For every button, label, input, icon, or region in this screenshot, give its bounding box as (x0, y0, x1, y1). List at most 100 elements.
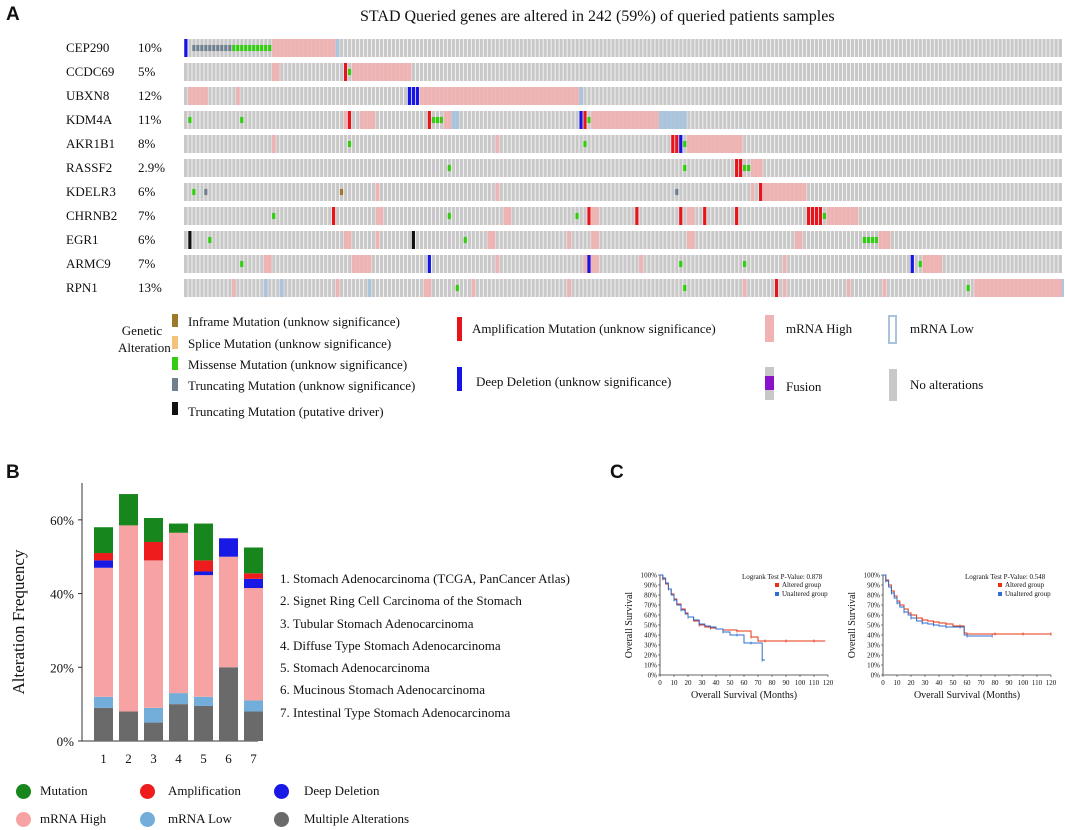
oncoprint-mrna-high-cell (638, 255, 643, 273)
oncoprint-del-cell (587, 255, 591, 273)
amplification-swatch (457, 317, 462, 341)
survival-plot-1: 0% 10% 20% 30% 40% 50% 60% 70% 80% 90% 100% 0 10 20 30… (624, 572, 834, 702)
km-x-tick-label: 30 (699, 679, 707, 687)
oncoprint-missense-cell (188, 116, 192, 124)
oncoprint-missense-cell (347, 140, 352, 148)
oncoprint-mrna-high-cell (591, 207, 600, 225)
cohort-5: 5. Stomach Adenocarcinoma (280, 660, 430, 676)
bar-segment-mutation (244, 547, 263, 574)
gene-name-akr1b1: AKR1B1 (66, 136, 116, 151)
cohort-3: 3. Tubular Stomach Adenocarcinoma (280, 615, 474, 631)
oncoprint-mrna-low-cell (1062, 279, 1064, 297)
bar-segment-mrna-high (119, 525, 138, 712)
bar-segment-multiple-alterations (144, 722, 163, 741)
km-x-tick-label: 110 (809, 679, 820, 687)
oncoprint-missense-cell (248, 44, 252, 52)
bar-segment-amplification (194, 560, 213, 572)
bar-segment-amplification (94, 553, 113, 561)
oncoprint-amp-cell (810, 207, 815, 225)
bar-segment-deep-deletion (244, 578, 263, 589)
oncoprint-mrna-high-cell (271, 135, 276, 153)
truncating-driver-label: Truncating Mutation (putative driver) (188, 404, 384, 419)
y-tick-label: 40% (50, 587, 74, 602)
oncoprint-amp-cell (735, 207, 739, 225)
oncoprint-title: STAD Queried genes are altered in 242 (5… (360, 8, 835, 25)
bar-segment-mrna-high (144, 560, 163, 708)
km-y-tick-label: 60% (644, 612, 657, 620)
oncoprint-missense-cell (463, 236, 467, 244)
multiple-alterations-dot (274, 812, 289, 827)
oncoprint-missense-cell (208, 236, 212, 244)
km-x-tick-label: 120 (823, 679, 834, 687)
bar-segment-mrna-high (94, 567, 113, 697)
oncoprint-trunc-cell (204, 188, 208, 196)
oncoprint-mrna-high-cell (567, 231, 572, 249)
oncoprint-missense-cell (683, 140, 687, 148)
oncoprint-missense-cell (918, 260, 922, 268)
oncoprint-amp-cell (347, 111, 352, 129)
km-x-tick-label: 90 (1006, 679, 1014, 687)
km-y-tick-label: 90% (867, 582, 880, 590)
oncoprint-missense-cell (192, 188, 196, 196)
oncoprint-mrna-high-cell (187, 87, 208, 105)
y-tick-label: 0% (57, 734, 75, 749)
oncoprint-mrna-high-cell (782, 255, 787, 273)
oncoprint-mrna-high-cell (591, 111, 659, 129)
oncoprint-mrna-high-cell (443, 111, 452, 129)
oncoprint-missense-cell (870, 236, 874, 244)
gene-alteration-pct: 5% (138, 64, 156, 79)
km-y-tick-label: 40% (867, 632, 880, 640)
bar-segment-mutation (144, 518, 163, 542)
oncoprint-trunc-cell (196, 44, 200, 52)
gene-name-chrnb2: CHRNB2 (66, 208, 118, 223)
oncoprint-mrna-high-cell (271, 39, 336, 57)
bar-segment-amplification (144, 541, 163, 561)
truncating-label: Truncating Mutation (unknow significance… (188, 378, 416, 393)
bar-segment-mrna-low (244, 700, 263, 712)
oncoprint-missense-cell (268, 44, 272, 52)
km-x-tick-label: 110 (1032, 679, 1043, 687)
oncoprint-missense-cell (256, 44, 260, 52)
km-legend-label-unaltered: Unaltered group (782, 590, 828, 598)
km-x-tick-label: 60 (964, 679, 972, 687)
oncoprint-del-cell (407, 87, 411, 105)
km-x-tick-label: 120 (1046, 679, 1057, 687)
oncoprint-mrna-high-cell (419, 87, 580, 105)
oncoprint-missense-cell (272, 212, 276, 220)
oncoprint-mrna-high-cell (882, 279, 887, 297)
mrna-high-swatch (765, 315, 774, 342)
km-x-axis-title: Overall Survival (Months) (914, 690, 1020, 701)
inframe-label: Inframe Mutation (unknow significance) (188, 314, 400, 329)
oncoprint-mrna-high-cell (343, 111, 348, 129)
km-legend-swatch-altered (998, 583, 1002, 587)
oncoprint-mrna-high-cell (487, 231, 496, 249)
km-y-axis-title: Overall Survival (624, 592, 635, 659)
cohort-7: 7. Intestinal Type Stomach Adenocarcinom… (280, 704, 511, 720)
cohort-4: 4. Diffuse Type Stomach Adenocarcinoma (280, 637, 501, 653)
oncoprint-amp-cell (735, 159, 739, 177)
km-y-tick-label: 70% (867, 602, 880, 610)
oncoprint-del-cell (427, 255, 431, 273)
gene-alteration-pct: 10% (138, 40, 162, 55)
bar-segment-deep-deletion (219, 538, 238, 557)
gene-name-kdm4a: KDM4A (66, 112, 113, 127)
inframe-swatch (172, 314, 178, 327)
oncoprint-amp-cell (583, 111, 587, 129)
oncoprint-mrna-high-cell (495, 255, 500, 273)
km-y-tick-label: 10% (867, 662, 880, 670)
oncoprint-missense-cell (240, 260, 244, 268)
x-tick-label: 2 (125, 751, 132, 766)
km-y-tick-label: 40% (644, 632, 657, 640)
bar-segment-multiple-alterations (244, 711, 263, 741)
splice-swatch (172, 336, 178, 349)
km-x-tick-label: 50 (727, 679, 735, 687)
oncoprint-mrna-low-cell (451, 111, 460, 129)
gene-alteration-pct: 2.9% (138, 160, 166, 175)
gene-name-rpn1: RPN1 (66, 280, 98, 295)
km-y-tick-label: 30% (867, 642, 880, 650)
km-y-tick-label: 60% (867, 612, 880, 620)
oncoprint-missense-cell (439, 116, 443, 124)
oncoprint-amp-cell (758, 183, 763, 201)
oncoprint-missense-cell (435, 116, 439, 124)
y-axis-title: Alteration Frequency (9, 549, 28, 694)
